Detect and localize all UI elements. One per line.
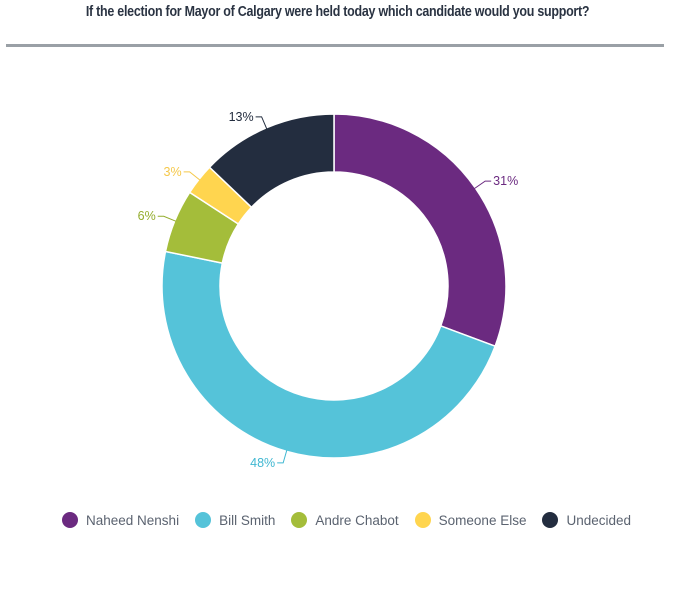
legend-item-andre-chabot[interactable]: Andre Chabot bbox=[291, 512, 399, 528]
legend: Naheed Nenshi Bill Smith Andre Chabot Someo… bbox=[62, 512, 647, 528]
legend-swatch-someone-else bbox=[414, 512, 431, 528]
leader-bill-smith bbox=[277, 450, 288, 464]
chart-title: If the election for Mayor of Calgary wer… bbox=[85, 4, 590, 20]
title-divider bbox=[6, 44, 664, 47]
value-label-undecided: 13% bbox=[229, 110, 254, 124]
leader-someone-else bbox=[183, 171, 201, 181]
leader-undecided bbox=[255, 116, 268, 129]
label-leaders bbox=[157, 116, 492, 464]
legend-item-someone-else[interactable]: Someone Else bbox=[414, 512, 527, 528]
leader-andre-chabot bbox=[157, 215, 176, 222]
value-label-bill-smith: 48% bbox=[250, 456, 275, 470]
value-label-andre-chabot: 6% bbox=[138, 209, 156, 223]
legend-swatch-naheed-nenshi bbox=[62, 512, 78, 528]
slice-bill-smith[interactable] bbox=[161, 250, 497, 459]
legend-item-bill-smith[interactable]: Bill Smith bbox=[195, 512, 275, 528]
legend-label-andre-chabot: Andre Chabot bbox=[315, 512, 399, 528]
value-label-naheed-nenshi: 31% bbox=[493, 174, 518, 188]
value-label-someone-else: 3% bbox=[164, 165, 182, 179]
legend-label-bill-smith: Bill Smith bbox=[219, 512, 276, 528]
leader-naheed-nenshi bbox=[474, 180, 492, 189]
legend-label-naheed-nenshi: Naheed Nenshi bbox=[86, 512, 180, 528]
slice-naheed-nenshi[interactable] bbox=[333, 113, 507, 348]
legend-item-undecided[interactable]: Undecided bbox=[542, 512, 631, 528]
donut-slices bbox=[161, 113, 507, 459]
legend-item-naheed-nenshi[interactable]: Naheed Nenshi bbox=[62, 512, 179, 528]
legend-swatch-bill-smith bbox=[195, 512, 212, 528]
legend-label-someone-else: Someone Else bbox=[438, 512, 527, 528]
value-labels: 31% 48% 6% 3% 13% bbox=[138, 110, 519, 470]
legend-label-undecided: Undecided bbox=[566, 512, 632, 528]
slice-undecided[interactable] bbox=[208, 113, 335, 209]
legend-swatch-andre-chabot bbox=[291, 512, 308, 528]
legend-swatch-undecided bbox=[542, 512, 559, 528]
